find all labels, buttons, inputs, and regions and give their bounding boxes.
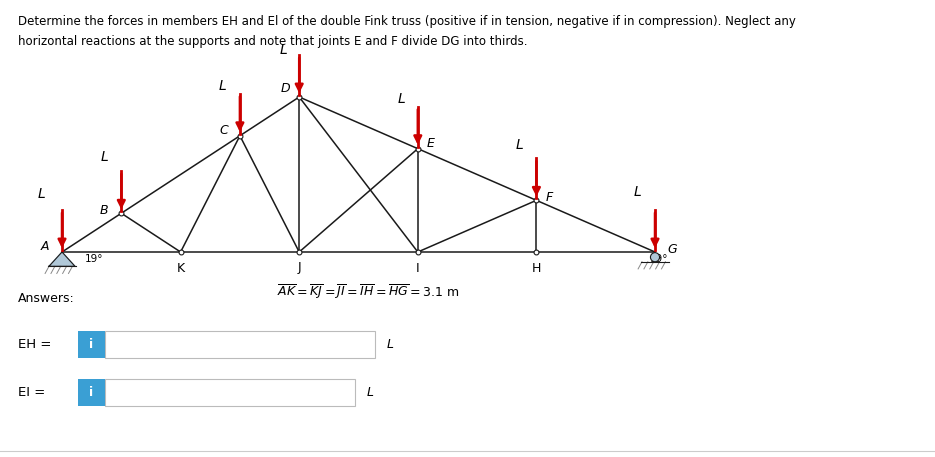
Text: I: I bbox=[416, 261, 420, 275]
Text: horizontal reactions at the supports and note that joints E and F divide DG into: horizontal reactions at the supports and… bbox=[18, 35, 527, 48]
Text: EI =: EI = bbox=[18, 386, 45, 399]
Text: L: L bbox=[515, 138, 524, 152]
FancyBboxPatch shape bbox=[78, 378, 105, 405]
Text: L: L bbox=[100, 150, 108, 164]
Text: 19°: 19° bbox=[85, 254, 104, 264]
FancyBboxPatch shape bbox=[105, 378, 355, 405]
Text: L: L bbox=[633, 185, 640, 199]
Text: L: L bbox=[219, 79, 227, 93]
Text: G: G bbox=[668, 243, 677, 255]
Text: i: i bbox=[90, 338, 94, 351]
Text: L: L bbox=[280, 43, 287, 57]
Circle shape bbox=[651, 253, 659, 262]
Text: C: C bbox=[220, 124, 228, 137]
Text: $\overline{AK} = \overline{KJ} = \overline{JI} = \overline{IH} = \overline{HG} =: $\overline{AK} = \overline{KJ} = \overli… bbox=[278, 283, 460, 301]
Text: i: i bbox=[90, 386, 94, 399]
FancyBboxPatch shape bbox=[78, 330, 105, 357]
Text: Determine the forces in members EH and El of the double Fink truss (positive if : Determine the forces in members EH and E… bbox=[18, 15, 796, 28]
Text: EH =: EH = bbox=[18, 338, 51, 351]
Text: L: L bbox=[387, 338, 394, 351]
Text: J: J bbox=[297, 261, 301, 275]
Text: E: E bbox=[427, 137, 435, 150]
FancyBboxPatch shape bbox=[105, 330, 375, 357]
Text: A: A bbox=[41, 239, 50, 253]
Text: L: L bbox=[38, 187, 46, 201]
Text: F: F bbox=[546, 191, 553, 204]
Text: K: K bbox=[177, 261, 185, 275]
Text: D: D bbox=[280, 83, 290, 96]
Text: Answers:: Answers: bbox=[18, 292, 75, 305]
Text: L: L bbox=[367, 386, 374, 399]
Text: L: L bbox=[398, 92, 406, 106]
Text: 19°: 19° bbox=[650, 254, 669, 264]
Text: B: B bbox=[100, 204, 108, 217]
Polygon shape bbox=[49, 252, 75, 266]
Text: H: H bbox=[532, 261, 541, 275]
